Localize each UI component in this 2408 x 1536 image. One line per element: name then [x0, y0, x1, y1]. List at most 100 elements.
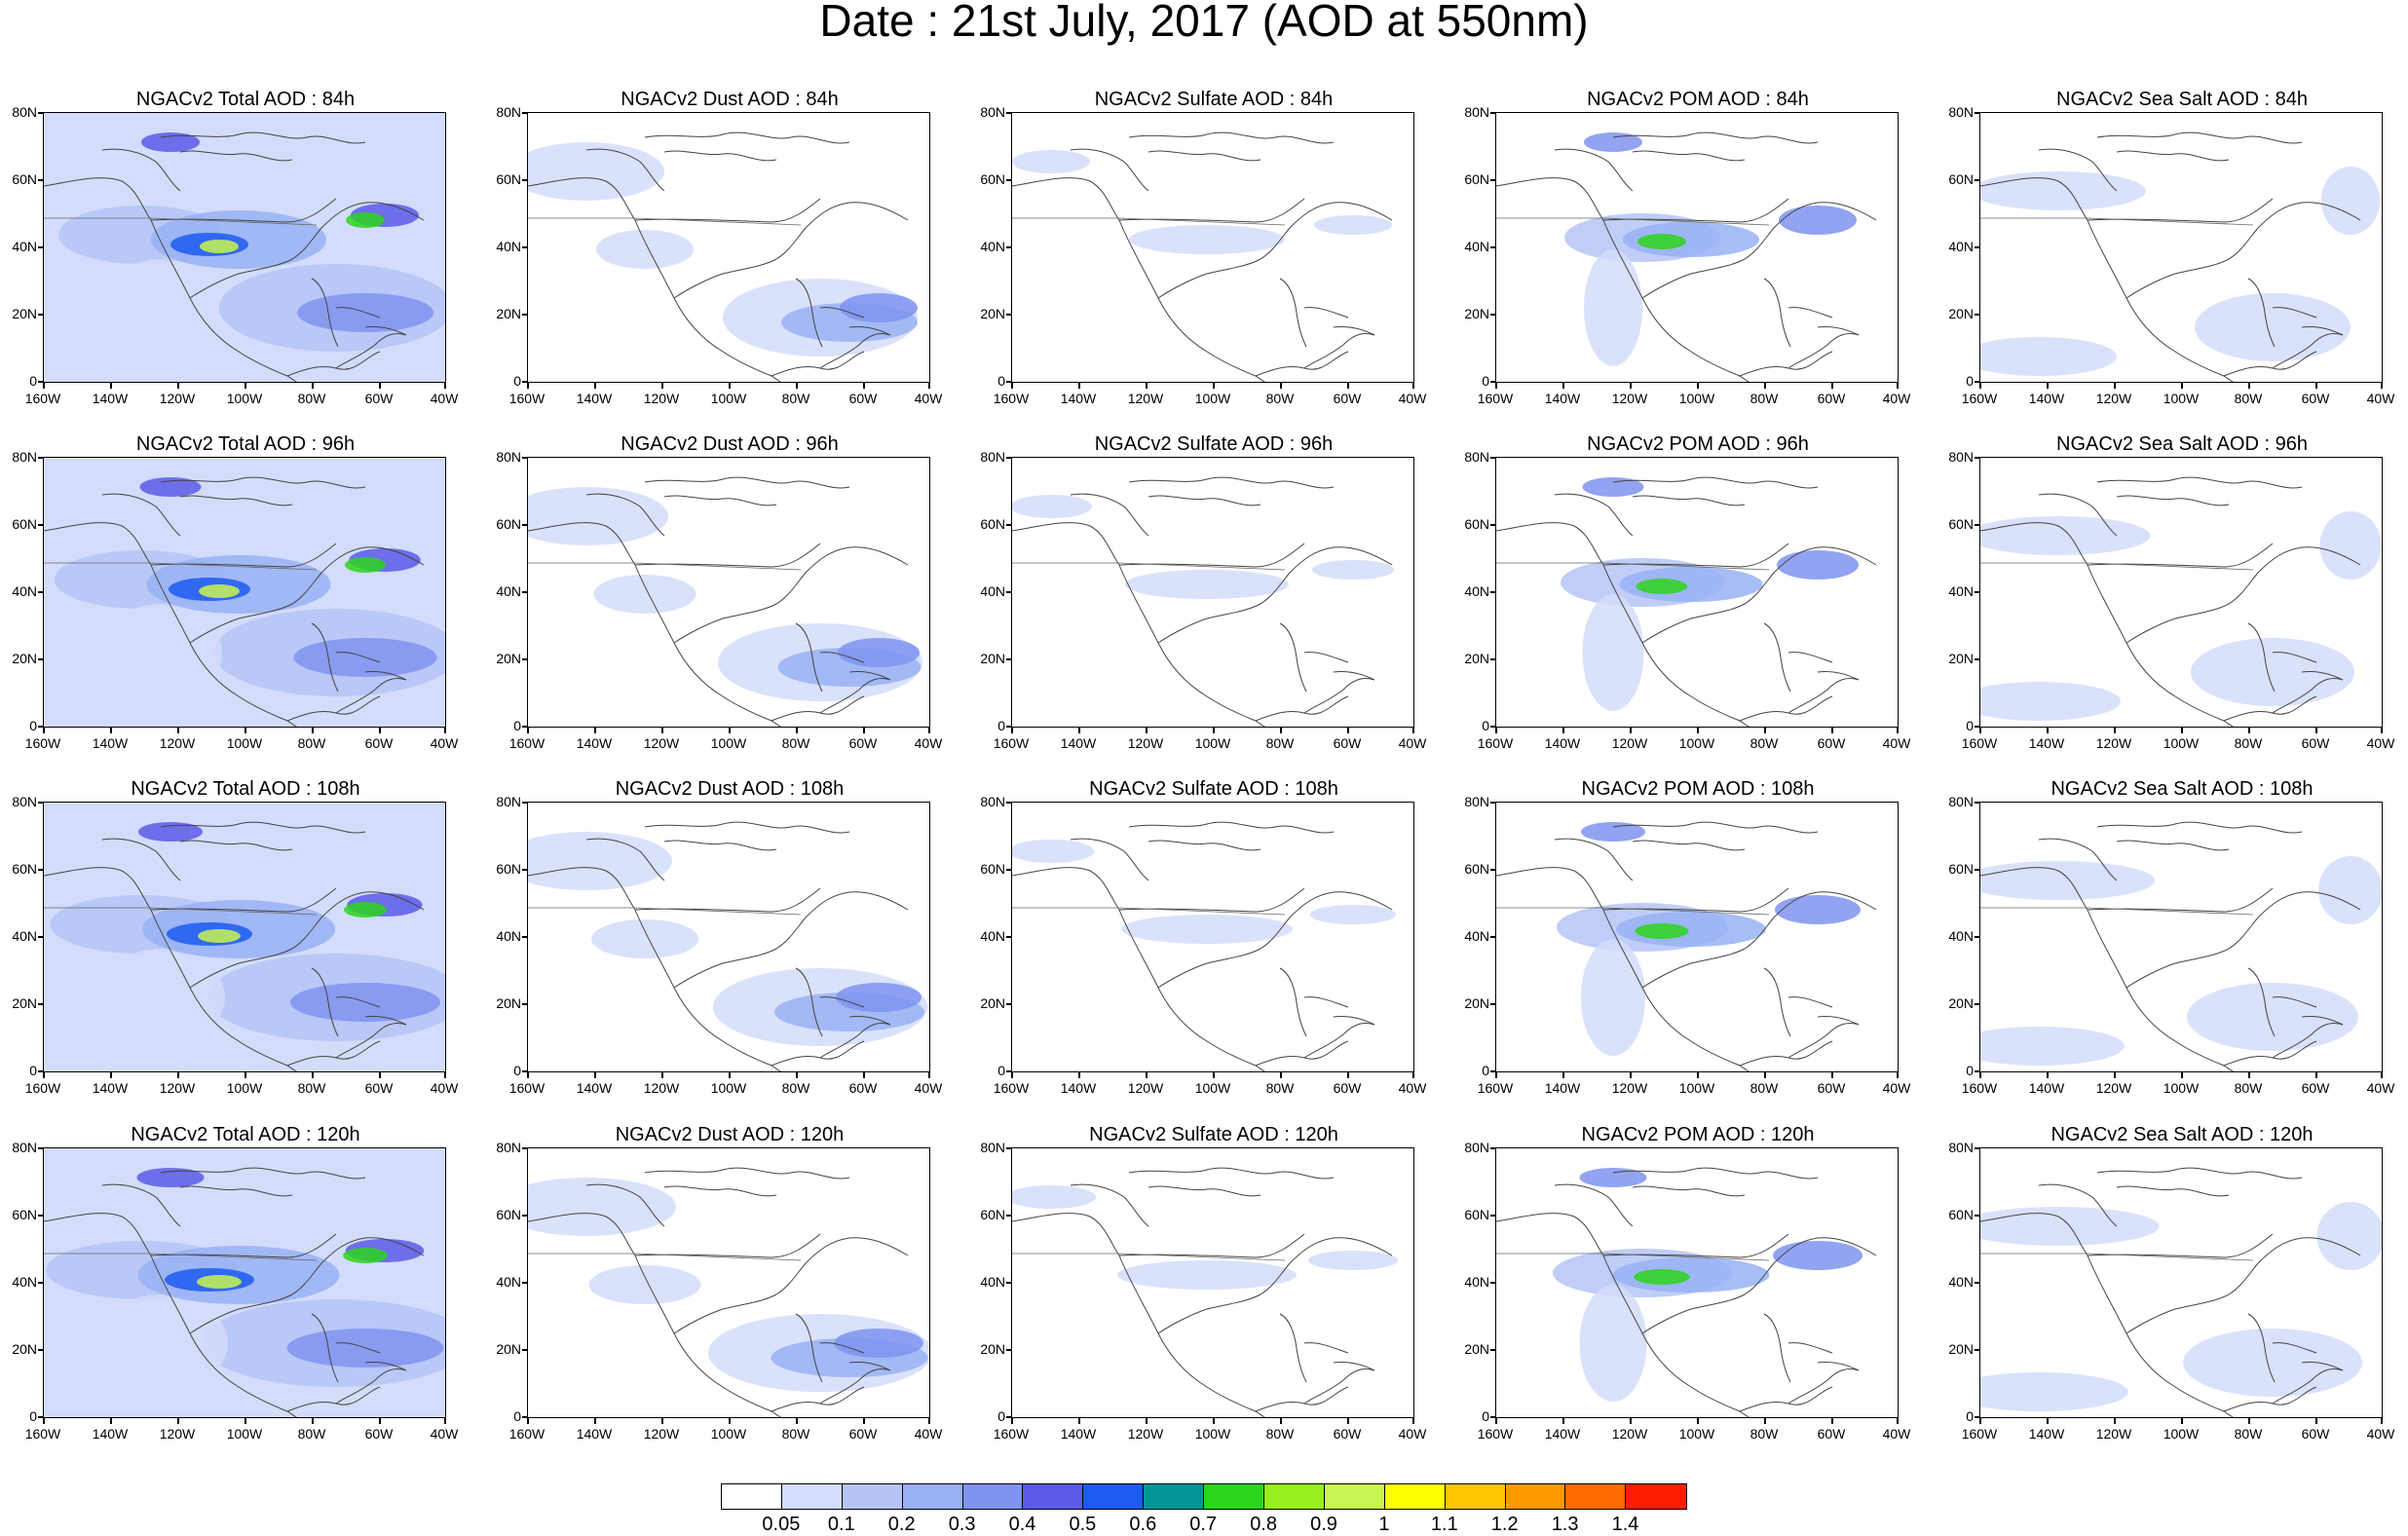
x-tick-label: 160W — [1477, 1426, 1514, 1442]
y-tick-label: 0 — [997, 373, 1005, 389]
x-tick — [2181, 728, 2183, 733]
x-tick — [1078, 1418, 1080, 1424]
map-plot-area — [43, 802, 446, 1072]
y-tick — [1006, 591, 1011, 593]
aod-contour-region — [1582, 594, 1644, 711]
figure-title: Date : 21st July, 2017 (AOD at 550nm) — [819, 0, 1589, 46]
x-tick-label: 60W — [1333, 1426, 1362, 1442]
x-tick-label: 60W — [1333, 1080, 1362, 1096]
x-tick — [594, 1418, 596, 1424]
x-tick — [1897, 1418, 1899, 1424]
coastline — [1787, 1022, 1860, 1059]
colorbar-label: 0.4 — [1008, 1514, 1036, 1535]
y-tick-label: 0 — [513, 1063, 521, 1078]
aod-contour-region — [528, 832, 672, 890]
coastline — [1980, 867, 2234, 1071]
x-tick — [2114, 1418, 2116, 1424]
x-tick-label: 60W — [364, 1426, 394, 1442]
y-tick-label: 80N — [1464, 104, 1489, 120]
aod-contour-region — [2316, 1202, 2382, 1270]
y-tick-label: 40N — [980, 1274, 1005, 1290]
x-tick — [1697, 1072, 1699, 1078]
national-border — [44, 217, 318, 226]
coastline — [2096, 476, 2303, 489]
y-tick — [1975, 591, 1979, 593]
x-tick-label: 80W — [2234, 735, 2263, 751]
map-plot-area — [1979, 1147, 2383, 1418]
x-tick — [1347, 728, 1349, 733]
x-tick-label: 60W — [2301, 735, 2330, 751]
coastline — [528, 177, 781, 382]
x-tick-label: 140W — [1544, 391, 1581, 406]
y-tick-label: 60N — [1948, 171, 1974, 187]
coastline — [634, 543, 821, 568]
x-tick-label: 80W — [297, 1080, 326, 1096]
aod-contour-region — [1775, 895, 1861, 924]
x-tick-label: 120W — [1611, 1426, 1648, 1442]
coastline — [2272, 307, 2317, 318]
panel-title: NGACv2 Total AOD : 84h — [135, 89, 356, 110]
panel-title: NGACv2 Sea Salt AOD : 108h — [2051, 778, 2314, 800]
y-tick — [1490, 314, 1495, 316]
x-tick — [2381, 1418, 2383, 1424]
aod-contour-region — [596, 230, 694, 269]
aod-contour-region — [1121, 915, 1293, 944]
y-tick-label: 40N — [980, 928, 1005, 944]
coastline — [1118, 198, 1305, 223]
y-tick — [1490, 1070, 1495, 1072]
coastline — [1612, 476, 1819, 489]
y-tick — [522, 112, 527, 114]
y-tick — [522, 1215, 527, 1217]
coastline — [1496, 867, 1750, 1071]
aod-contour-region — [1129, 225, 1285, 254]
coastline — [528, 522, 781, 727]
y-tick — [1490, 457, 1495, 459]
coastline — [1255, 695, 1349, 722]
x-tick — [1562, 1072, 1564, 1078]
colorbar-label: 1.3 — [1551, 1514, 1579, 1535]
x-tick-label: 120W — [1127, 1080, 1164, 1096]
x-tick-label: 40W — [1398, 735, 1427, 751]
x-tick — [1764, 383, 1766, 389]
coastline — [634, 198, 821, 223]
coastline — [364, 326, 407, 336]
y-tick — [522, 1147, 527, 1149]
coastline — [663, 495, 777, 506]
y-tick-label: 40N — [496, 583, 521, 599]
panel-title: NGACv2 Sulfate AOD : 108h — [1089, 778, 1338, 800]
coastline — [364, 1362, 407, 1371]
coastline — [189, 546, 425, 644]
coastline — [1641, 202, 1877, 299]
x-tick-label: 80W — [1750, 391, 1779, 406]
x-tick-label: 80W — [1750, 1080, 1779, 1096]
x-tick — [1495, 383, 1497, 389]
x-tick — [2381, 1072, 2383, 1078]
x-tick-label: 160W — [24, 1426, 61, 1442]
national-border — [1012, 907, 1286, 916]
aod-contour-region — [2183, 1329, 2362, 1397]
coastline — [335, 1022, 407, 1059]
x-tick-label: 140W — [2028, 1426, 2065, 1442]
y-tick — [38, 726, 43, 728]
coastline — [848, 1016, 891, 1026]
x-tick-label: 60W — [848, 735, 878, 751]
y-tick-label: 20N — [496, 651, 521, 666]
coastline — [2247, 278, 2276, 348]
x-tick — [312, 1072, 314, 1078]
x-tick-label: 160W — [1961, 735, 1998, 751]
y-tick-label: 40N — [12, 1274, 37, 1290]
x-tick — [245, 383, 246, 389]
x-tick — [379, 1072, 381, 1078]
coastline — [2272, 652, 2317, 663]
x-tick-label: 40W — [1398, 1426, 1427, 1442]
x-tick — [1146, 383, 1148, 389]
x-tick-label: 40W — [1882, 1426, 1911, 1442]
coastline — [1787, 996, 1833, 1008]
coastline — [1739, 1386, 1833, 1412]
y-tick — [1975, 936, 1979, 938]
y-tick — [1006, 381, 1011, 383]
x-tick-label: 40W — [2366, 1080, 2395, 1096]
x-tick-label: 100W — [226, 735, 263, 751]
coastline — [1118, 887, 1305, 913]
y-tick — [522, 591, 527, 593]
